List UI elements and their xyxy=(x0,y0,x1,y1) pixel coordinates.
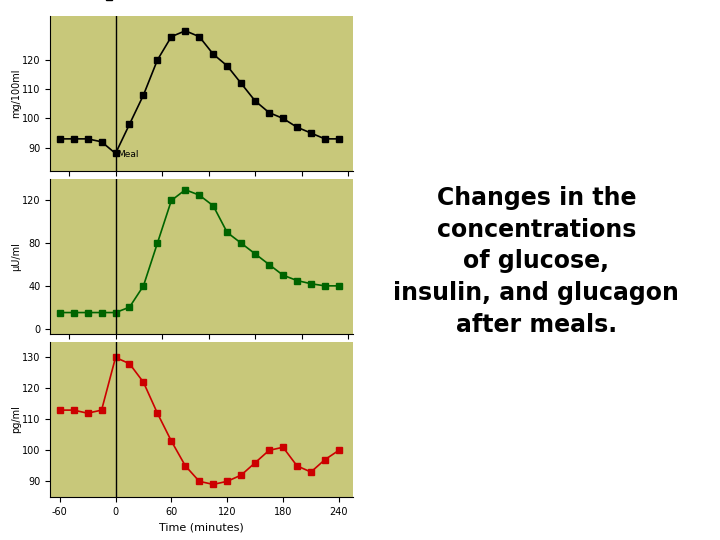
Line: Glucagon: Glucagon xyxy=(57,355,341,487)
Glucagon xyxy=(167,438,176,444)
Legend: Glucose: Glucose xyxy=(96,0,165,6)
Glucagon xyxy=(195,478,204,484)
Insulin xyxy=(209,202,217,209)
Legend: Insulin: Insulin xyxy=(96,151,158,169)
Glucose xyxy=(292,124,301,131)
Insulin xyxy=(153,240,162,246)
Glucagon xyxy=(292,463,301,469)
Glucose xyxy=(181,28,189,34)
Glucagon xyxy=(335,447,343,454)
Insulin xyxy=(69,309,78,316)
Glucagon xyxy=(265,447,274,454)
Insulin xyxy=(307,280,315,287)
Glucagon xyxy=(223,478,232,484)
Insulin xyxy=(251,251,259,257)
Insulin xyxy=(181,186,189,193)
Glucose xyxy=(195,33,204,40)
Glucose xyxy=(139,92,148,98)
Insulin xyxy=(265,261,274,268)
Y-axis label: mg/100ml: mg/100ml xyxy=(11,69,21,118)
Glucagon xyxy=(69,407,78,413)
X-axis label: Time (minutes): Time (minutes) xyxy=(159,522,244,532)
Insulin xyxy=(335,282,343,289)
Glucagon xyxy=(55,407,64,413)
Glucagon xyxy=(97,407,106,413)
Insulin xyxy=(279,272,287,279)
Text: Meal: Meal xyxy=(117,150,139,159)
Glucose xyxy=(209,51,217,57)
Glucagon xyxy=(153,410,162,416)
Glucagon xyxy=(237,472,246,478)
Insulin xyxy=(111,309,120,316)
Text: Changes in the
concentrations
of glucose,
insulin, and glucagon
after meals.: Changes in the concentrations of glucose… xyxy=(393,186,680,336)
Insulin xyxy=(97,309,106,316)
Insulin xyxy=(139,282,148,289)
Glucagon xyxy=(209,481,217,488)
Glucose xyxy=(97,139,106,145)
Legend: Glucagon: Glucagon xyxy=(96,314,172,332)
Glucagon xyxy=(251,460,259,466)
Glucose xyxy=(307,130,315,136)
Glucose xyxy=(279,115,287,122)
Glucose xyxy=(84,136,92,142)
Glucose xyxy=(69,136,78,142)
Insulin xyxy=(223,230,232,236)
Glucagon xyxy=(307,469,315,475)
Insulin xyxy=(55,309,64,316)
Glucagon xyxy=(279,444,287,450)
Glucagon xyxy=(125,360,134,367)
Insulin xyxy=(167,197,176,204)
Glucose xyxy=(55,136,64,142)
Glucose xyxy=(335,136,343,142)
Glucagon xyxy=(320,456,329,463)
Glucose xyxy=(320,136,329,142)
Insulin xyxy=(292,277,301,284)
Y-axis label: μU/ml: μU/ml xyxy=(11,242,21,271)
Glucagon xyxy=(181,463,189,469)
Glucagon xyxy=(111,354,120,361)
Glucose xyxy=(251,98,259,104)
Glucose xyxy=(167,33,176,40)
Glucose xyxy=(111,150,120,157)
Glucose xyxy=(265,109,274,116)
Line: Insulin: Insulin xyxy=(57,187,341,315)
Glucose xyxy=(223,63,232,69)
Insulin xyxy=(237,240,246,246)
Y-axis label: pg/ml: pg/ml xyxy=(11,406,21,433)
Glucose xyxy=(125,121,134,127)
Glucose xyxy=(153,57,162,63)
Line: Glucose: Glucose xyxy=(57,28,341,156)
Glucagon xyxy=(139,379,148,386)
Insulin xyxy=(195,192,204,198)
Insulin xyxy=(125,304,134,310)
Glucose xyxy=(237,80,246,86)
Glucagon xyxy=(84,410,92,416)
Insulin xyxy=(84,309,92,316)
Insulin xyxy=(320,282,329,289)
